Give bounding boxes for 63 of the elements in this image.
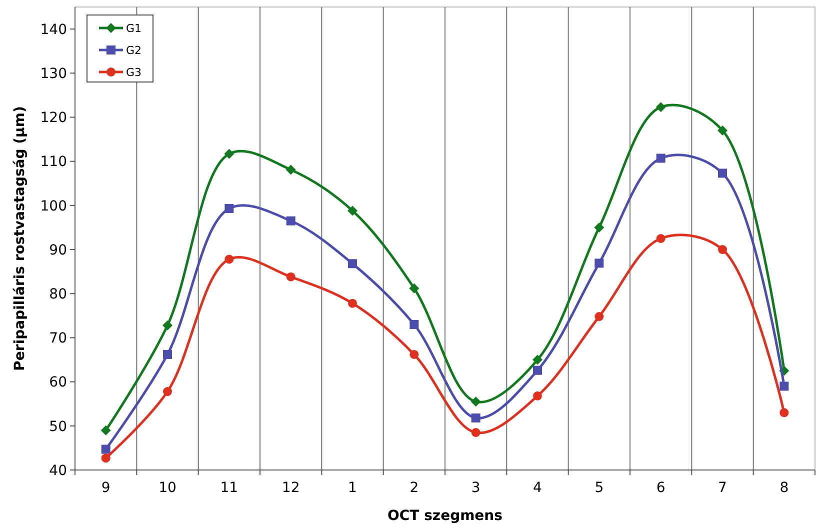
point — [471, 428, 480, 438]
x-tick-label: 11 — [220, 480, 238, 496]
x-tick-label: 6 — [656, 480, 666, 496]
legend-label: G2 — [126, 44, 142, 57]
point — [163, 387, 172, 396]
point — [780, 382, 789, 391]
y-axis-title: Peripapilláris rostvastagság (µm) — [12, 106, 28, 371]
x-axis-title: OCT szegmens — [388, 508, 502, 524]
x-tick-label: 7 — [718, 480, 727, 496]
x-tick-label: 8 — [780, 480, 789, 496]
x-tick-label: 2 — [410, 480, 419, 496]
point — [718, 168, 727, 178]
x-tick-label: 1 — [348, 480, 357, 496]
point — [410, 320, 419, 329]
point — [656, 102, 666, 112]
y-tick-label: 140 — [40, 22, 67, 38]
x-tick-label: 3 — [471, 480, 480, 496]
point — [286, 216, 296, 226]
point — [348, 259, 357, 268]
point — [224, 254, 234, 264]
y-tick-label: 100 — [40, 198, 67, 214]
point — [224, 148, 234, 159]
legend-label: G3 — [126, 66, 142, 79]
y-tick-label: 60 — [49, 374, 67, 391]
point — [348, 206, 358, 216]
point — [656, 154, 666, 163]
legend-label: G1 — [126, 22, 142, 35]
x-tick-label: 5 — [594, 480, 604, 496]
point — [101, 454, 110, 463]
y-tick-label: 120 — [40, 110, 67, 126]
point — [286, 272, 296, 282]
y-tick-label: 110 — [40, 154, 67, 170]
x-tick-label: 9 — [101, 480, 110, 496]
point — [410, 350, 419, 359]
point — [101, 444, 110, 454]
point — [348, 298, 357, 308]
point — [286, 164, 296, 175]
y-tick-label: 80 — [49, 286, 67, 303]
x-tick-label: 4 — [533, 480, 542, 496]
point — [471, 413, 480, 422]
point — [780, 408, 789, 418]
point — [718, 125, 728, 136]
point — [409, 283, 420, 294]
point — [533, 366, 542, 375]
point — [594, 258, 604, 268]
point — [533, 391, 542, 400]
point — [162, 320, 172, 330]
point — [532, 354, 542, 365]
point — [594, 222, 604, 232]
point — [718, 245, 727, 254]
point — [470, 396, 481, 407]
point — [163, 350, 172, 359]
point — [656, 234, 666, 243]
point — [100, 425, 111, 436]
x-tick-label: 10 — [158, 480, 176, 496]
y-tick-label: 50 — [49, 418, 67, 435]
point — [224, 204, 234, 214]
y-tick-label: 90 — [49, 242, 67, 258]
y-tick-label: 40 — [49, 462, 67, 479]
y-tick-label: 70 — [49, 330, 67, 347]
y-tick-label: 130 — [40, 66, 67, 82]
x-tick-label: 12 — [282, 480, 300, 496]
point — [594, 312, 604, 322]
